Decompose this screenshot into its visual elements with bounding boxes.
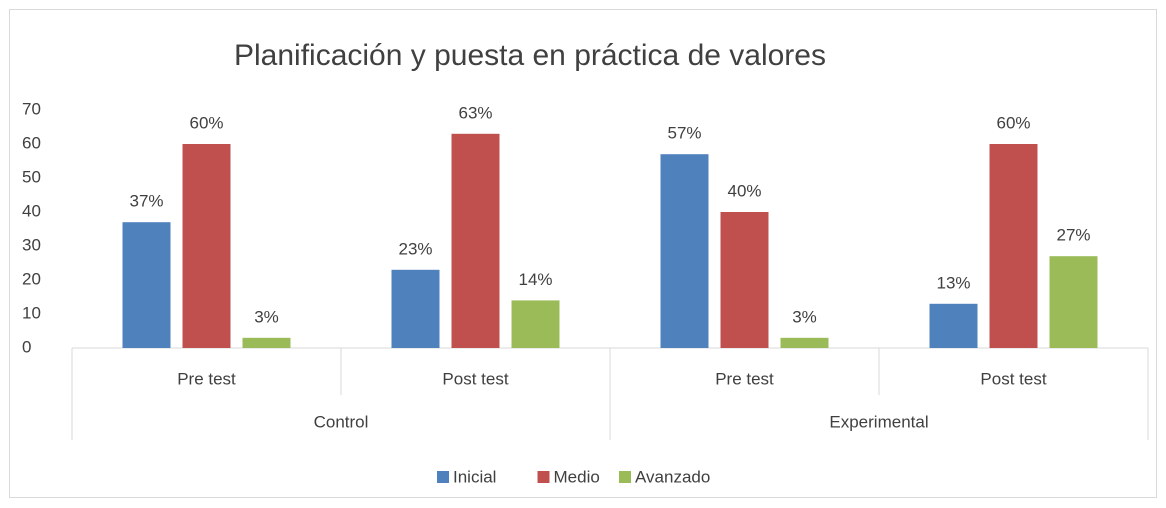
- x-tick-label: Pre test: [715, 369, 774, 388]
- data-label: 60%: [189, 113, 223, 132]
- legend-label: Avanzado: [635, 467, 710, 486]
- bar: [720, 212, 769, 348]
- y-tick-label: 50: [22, 167, 41, 186]
- bar: [242, 337, 291, 348]
- x-tick-label: Post test: [980, 369, 1046, 388]
- legend-swatch: [537, 471, 550, 483]
- data-label: 3%: [792, 307, 817, 326]
- y-tick-label: 10: [22, 303, 41, 322]
- chart-border: [9, 9, 1157, 498]
- data-label: 60%: [996, 113, 1030, 132]
- x-tick-label: Pre test: [177, 369, 236, 388]
- group-label: Experimental: [829, 412, 928, 431]
- y-tick-label: 30: [22, 235, 41, 254]
- data-label: 14%: [518, 270, 552, 289]
- legend-swatch: [619, 471, 631, 483]
- y-tick-label: 0: [22, 337, 31, 356]
- legend-swatch: [437, 471, 449, 483]
- bar: [989, 144, 1038, 348]
- bar: [780, 337, 829, 348]
- chart-title: Planificación y puesta en práctica de va…: [234, 39, 826, 72]
- bar: [511, 300, 560, 348]
- data-label: 13%: [936, 273, 970, 292]
- y-tick-label: 60: [22, 133, 41, 152]
- bar: [391, 269, 440, 348]
- data-label: 27%: [1056, 226, 1090, 245]
- legend-label: Medio: [554, 467, 600, 486]
- y-tick-label: 70: [22, 99, 41, 118]
- data-label: 40%: [727, 181, 761, 200]
- y-tick-label: 40: [22, 201, 41, 220]
- bar: [451, 133, 500, 348]
- bar: [122, 222, 171, 348]
- data-label: 3%: [254, 307, 279, 326]
- bar: [660, 154, 709, 348]
- bar: [1049, 256, 1098, 348]
- x-tick-label: Post test: [442, 369, 508, 388]
- legend-label: Inicial: [453, 467, 496, 486]
- data-label: 63%: [458, 103, 492, 122]
- data-label: 57%: [667, 124, 701, 143]
- bar: [182, 144, 231, 348]
- y-tick-label: 20: [22, 269, 41, 288]
- data-label: 23%: [398, 239, 432, 258]
- bar: [929, 303, 978, 348]
- group-label: Control: [314, 412, 369, 431]
- data-label: 37%: [129, 192, 163, 211]
